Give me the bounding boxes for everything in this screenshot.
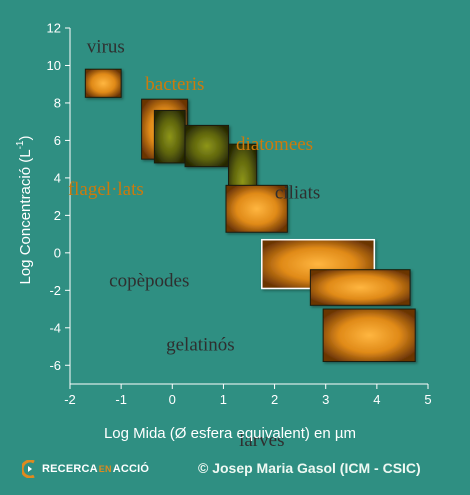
x-tick-label: 3: [322, 392, 329, 407]
y-tick-label: 2: [54, 208, 61, 223]
range-box-virus: [84, 68, 122, 98]
group-label: virus: [87, 36, 125, 57]
x-tick-label: -1: [115, 392, 127, 407]
group-label: gelatinós: [166, 334, 235, 355]
recerca-en-accio-logo[interactable]: RECERCA EN ACCIÓ: [20, 458, 150, 480]
y-axis-label-sup: -1: [15, 140, 26, 149]
group-label: ciliats: [275, 183, 320, 204]
y-tick-label: 6: [54, 133, 61, 148]
y-tick-label: 4: [54, 170, 61, 185]
group-label: copèpodes: [109, 271, 189, 292]
range-boxes: [84, 68, 416, 363]
x-axis-label: Log Mida (Ø esfera equivalent) en µm: [104, 425, 356, 442]
y-tick-label: -6: [49, 358, 61, 373]
x-tick-label: 2: [271, 392, 278, 407]
group-labels: virus bacteris diatomees flagel·lats ciliats…: [68, 36, 320, 450]
group-label: flagel·lats: [68, 179, 144, 200]
x-tick-label: 5: [424, 392, 431, 407]
range-box-gelatin-s: [309, 269, 411, 306]
group-label: diatomees: [236, 134, 313, 155]
group-label: larves: [239, 430, 284, 451]
x-tick-label: 1: [220, 392, 227, 407]
group-label: bacteris: [145, 74, 204, 95]
y-tick-label: 0: [54, 245, 61, 260]
credit-text: © Josep Maria Gasol (ICM - CSIC): [198, 460, 421, 476]
logo-text-recerca: RECERCA: [42, 463, 98, 475]
x-tick-label: 4: [373, 392, 380, 407]
y-axis-label: Log Concentració (L-1): [15, 136, 34, 285]
x-tick-label: -2: [64, 392, 76, 407]
logo-text-en: EN: [98, 464, 112, 474]
y-tick-label: -4: [49, 320, 61, 335]
range-box-larves: [322, 308, 416, 363]
logo-mark-icon: [20, 459, 38, 479]
range-box-ciliats: [225, 184, 288, 233]
y-tick-label: 10: [47, 58, 61, 73]
y-tick-label: 8: [54, 95, 61, 110]
logo-text-accio: ACCIÓ: [112, 463, 150, 475]
y-axis-label-close: ): [17, 136, 34, 141]
range-box-unlabeled-3: [184, 124, 230, 168]
range-box-unlabeled-2: [153, 109, 186, 164]
y-tick-label: -2: [49, 283, 61, 298]
y-tick-label: 12: [47, 21, 61, 36]
x-tick-label: 0: [169, 392, 176, 407]
footer: RECERCA EN ACCIÓ © Josep Maria Gasol (IC…: [0, 452, 470, 488]
y-axis-label-main: Log Concentració (L: [17, 149, 34, 284]
